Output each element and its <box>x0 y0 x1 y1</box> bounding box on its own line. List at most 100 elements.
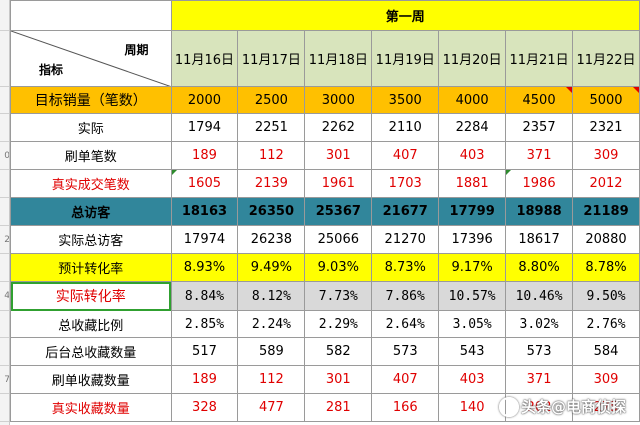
cell[interactable]: 2262 <box>304 113 373 142</box>
cell[interactable]: 189 <box>170 365 239 394</box>
cell[interactable]: 17974 <box>170 225 239 254</box>
cell[interactable]: 189 <box>170 141 239 170</box>
cell[interactable]: 403 <box>438 365 507 394</box>
cell[interactable]: 112 <box>237 365 306 394</box>
cell[interactable]: 2321 <box>572 113 640 142</box>
row-number[interactable] <box>0 311 9 338</box>
row-number[interactable]: 7 <box>0 366 9 394</box>
cell[interactable]: 1881 <box>438 169 507 198</box>
row-label-selected[interactable]: 实际转化率 <box>10 281 172 311</box>
cell[interactable]: 9.50% <box>572 281 640 311</box>
cell[interactable]: 309 <box>572 365 640 394</box>
cell[interactable]: 3500 <box>371 86 440 114</box>
row-number[interactable] <box>0 114 9 142</box>
cell[interactable]: 2357 <box>505 113 574 142</box>
row-label[interactable]: 实际 <box>10 113 172 142</box>
cell[interactable]: 7.86% <box>371 281 440 311</box>
cell[interactable]: 8.93% <box>170 253 239 282</box>
cell[interactable]: 5000 <box>572 86 640 114</box>
cell[interactable]: 328 <box>170 393 239 422</box>
cell[interactable]: 301 <box>304 365 373 394</box>
row-number[interactable]: 0 <box>0 142 9 170</box>
cell[interactable]: 2.29% <box>304 310 373 338</box>
row-label[interactable]: 真实成交笔数 <box>10 169 172 198</box>
row-label[interactable]: 目标销量（笔数） <box>10 86 172 114</box>
date-header[interactable]: 11月22日 <box>572 30 640 87</box>
cell[interactable]: 309 <box>572 141 640 170</box>
cell[interactable]: 275 <box>572 393 640 422</box>
cell[interactable]: 9.03% <box>304 253 373 282</box>
cell[interactable]: 25066 <box>304 225 373 254</box>
week-header[interactable]: 第一周 <box>170 0 640 31</box>
cell[interactable]: 301 <box>304 141 373 170</box>
cell[interactable]: 2.64% <box>371 310 440 338</box>
row-number[interactable] <box>0 87 9 114</box>
row-number[interactable] <box>0 394 9 422</box>
cell[interactable]: 3000 <box>304 86 373 114</box>
cell[interactable]: 3.02% <box>505 310 574 338</box>
cell[interactable]: 403 <box>438 141 507 170</box>
cell[interactable]: 2110 <box>371 113 440 142</box>
row-label[interactable]: 预计转化率 <box>10 253 172 282</box>
cell[interactable]: 4500 <box>505 86 574 114</box>
blank-cell[interactable] <box>10 0 172 31</box>
row-label[interactable]: 刷单收藏数量 <box>10 365 172 394</box>
row-label[interactable]: 刷单笔数 <box>10 141 172 170</box>
cell[interactable]: 21677 <box>371 197 440 226</box>
cell[interactable]: 140 <box>438 393 507 422</box>
row-number[interactable] <box>0 254 9 282</box>
cell[interactable]: 2000 <box>170 86 239 114</box>
cell[interactable]: 18163 <box>170 197 239 226</box>
cell[interactable]: 9.17% <box>438 253 507 282</box>
cell[interactable]: 8.12% <box>237 281 306 311</box>
cell[interactable]: 1986 <box>505 169 574 198</box>
cell[interactable]: 407 <box>371 365 440 394</box>
row-label[interactable]: 总访客 <box>10 197 172 226</box>
cell[interactable]: 18617 <box>505 225 574 254</box>
cell[interactable]: 26238 <box>237 225 306 254</box>
cell[interactable]: 1794 <box>170 113 239 142</box>
cell[interactable]: 517 <box>170 337 239 366</box>
cell[interactable]: 371 <box>505 141 574 170</box>
cell[interactable]: 7.73% <box>304 281 373 311</box>
cell[interactable]: 2.76% <box>572 310 640 338</box>
cell[interactable]: 112 <box>237 141 306 170</box>
cell[interactable]: 371 <box>505 365 574 394</box>
date-header[interactable]: 11月20日 <box>438 30 507 87</box>
cell[interactable]: 17799 <box>438 197 507 226</box>
cell[interactable]: 543 <box>438 337 507 366</box>
cell[interactable]: 584 <box>572 337 640 366</box>
date-header[interactable]: 11月17日 <box>237 30 306 87</box>
cell[interactable]: 20880 <box>572 225 640 254</box>
row-number[interactable]: 4 <box>0 282 9 311</box>
cell[interactable]: 166 <box>371 393 440 422</box>
cell[interactable]: 589 <box>237 337 306 366</box>
cell[interactable]: 4000 <box>438 86 507 114</box>
row-number[interactable] <box>0 31 9 87</box>
date-header[interactable]: 11月18日 <box>304 30 373 87</box>
cell[interactable]: 582 <box>304 337 373 366</box>
cell[interactable]: 8.80% <box>505 253 574 282</box>
cell[interactable]: 1703 <box>371 169 440 198</box>
cell[interactable]: 26350 <box>237 197 306 226</box>
cell[interactable]: 17396 <box>438 225 507 254</box>
cell[interactable]: 9.49% <box>237 253 306 282</box>
cell[interactable]: 407 <box>371 141 440 170</box>
row-label[interactable]: 真实收藏数量 <box>10 393 172 422</box>
row-label[interactable]: 总收藏比例 <box>10 310 172 338</box>
date-header[interactable]: 11月16日 <box>170 30 239 87</box>
row-number[interactable] <box>0 170 9 198</box>
cell[interactable]: 21189 <box>572 197 640 226</box>
row-label[interactable]: 实际总访客 <box>10 225 172 254</box>
row-number[interactable]: 2 <box>0 226 9 254</box>
cell[interactable]: 25367 <box>304 197 373 226</box>
cell[interactable]: 1961 <box>304 169 373 198</box>
cell[interactable]: 2.24% <box>237 310 306 338</box>
row-label[interactable]: 后台总收藏数量 <box>10 337 172 366</box>
cell[interactable]: 573 <box>505 337 574 366</box>
cell[interactable]: 2251 <box>237 113 306 142</box>
cell[interactable]: 477 <box>237 393 306 422</box>
cell[interactable]: 2139 <box>237 169 306 198</box>
cell[interactable]: 10.57% <box>438 281 507 311</box>
cell[interactable]: 2284 <box>438 113 507 142</box>
